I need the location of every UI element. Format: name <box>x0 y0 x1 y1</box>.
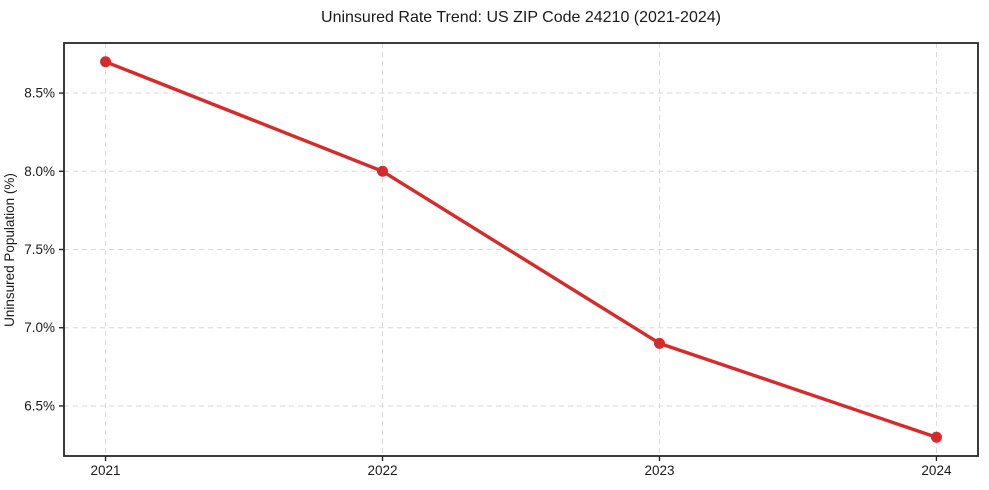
chart-title: Uninsured Rate Trend: US ZIP Code 24210 … <box>321 9 721 26</box>
x-tick-label: 2023 <box>644 463 674 478</box>
y-tick-label: 8.5% <box>24 86 55 101</box>
x-tick-label: 2022 <box>367 463 397 478</box>
axis-tick-labels: 2021 2022 2023 2024 6.5% 7.0% 7.5% 8.0% 8.5% <box>24 86 952 478</box>
x-tick-label: 2024 <box>921 463 952 478</box>
data-point-marker <box>653 337 665 349</box>
gridlines <box>64 43 978 456</box>
y-tick-label: 8.0% <box>24 164 55 179</box>
trend-line <box>103 60 939 439</box>
y-tick-label: 7.5% <box>24 242 55 257</box>
y-tick-label: 7.0% <box>24 320 55 335</box>
data-point-marker <box>100 56 112 68</box>
x-tick-label: 2021 <box>91 463 121 478</box>
data-point-marker <box>930 431 942 443</box>
y-tick-label: 6.5% <box>24 398 55 413</box>
y-axis-label: Uninsured Population (%) <box>2 173 17 327</box>
data-point-marker <box>377 165 389 177</box>
data-series <box>100 56 942 443</box>
plot-border <box>63 42 979 457</box>
